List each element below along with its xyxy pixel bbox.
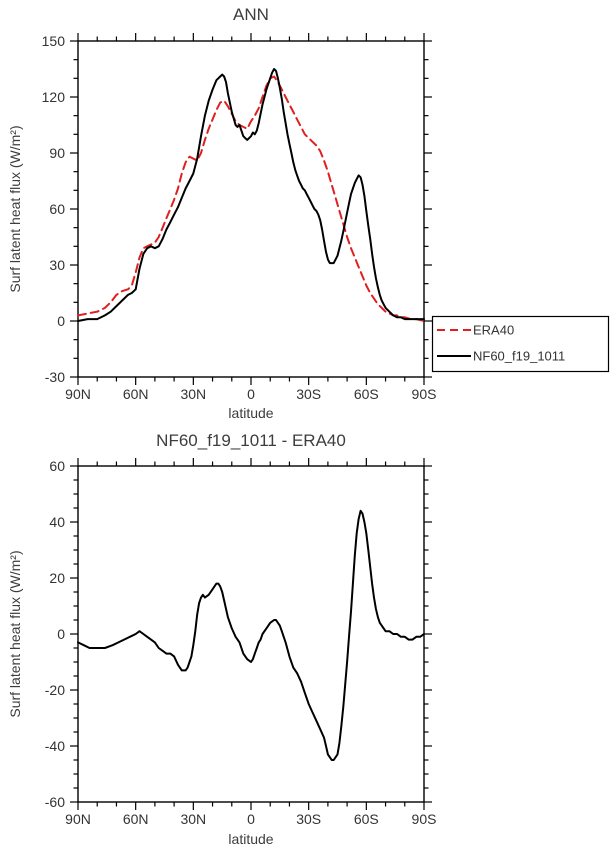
y-tick-label: 40 [49,514,65,530]
y-tick-label: 20 [49,570,65,586]
ann-plot-frame [77,40,425,378]
nf60_f19_1011-line [77,68,425,322]
y-tick-label: 30 [49,257,65,273]
chart1-title: ANN [233,5,269,24]
legend: ERA40 NF60_f19_1011 [431,315,610,373]
x-tick-label: 0 [247,811,255,827]
y-tick-label: -60 [45,794,65,810]
y-tick-label: -40 [45,738,65,754]
x-tick-label: 30N [180,386,206,402]
difference-chart: 90N 60N 30N 0 30S 60S 90S -60 -40 -20 0 20 40 60 [45,458,437,827]
x-tick-label: 0 [247,386,255,402]
chart1-y-axis-label: Surf latent heat flux (W/m²) [7,125,23,292]
chart2-title: NF60_f19_1011 - ERA40 [156,431,346,450]
x-tick-label: 60S [354,386,379,402]
legend-label-era40: ERA40 [473,323,514,338]
difference-plot-frame [77,465,425,803]
y-tick-label: 0 [57,626,65,642]
legend-label-nf60: NF60_f19_1011 [473,349,565,364]
y-tick-label: 60 [49,458,65,474]
difference-line [77,509,425,761]
y-tick-label: 120 [42,89,66,105]
y-tick-label: 60 [49,201,65,217]
x-tick-label: 90S [412,811,437,827]
y-tick-label: -20 [45,682,65,698]
x-tick-label: 60S [354,811,379,827]
y-tick-label: -30 [45,369,65,385]
x-tick-label: 90N [65,386,91,402]
x-tick-label: 90N [65,811,91,827]
x-tick-label: 60N [123,386,149,402]
legend-frame [431,315,610,373]
ann-chart: 90N 60N 30N 0 30S 60S 90S -30 0 30 60 90 120 150 [42,33,437,402]
x-tick-label: 30S [296,386,321,402]
x-tick-label: 30N [180,811,206,827]
x-tick-label: 90S [412,386,437,402]
chart1-x-axis-label: latitude [228,405,273,421]
y-tick-label: 150 [42,33,66,49]
y-tick-label: 0 [57,313,65,329]
x-tick-label: 30S [296,811,321,827]
chart2-x-axis-label: latitude [228,831,273,847]
y-tick-label: 90 [49,145,65,161]
era40-line [77,75,425,322]
x-tick-label: 60N [123,811,149,827]
chart2-y-axis-label: Surf latent heat flux (W/m²) [7,550,23,717]
